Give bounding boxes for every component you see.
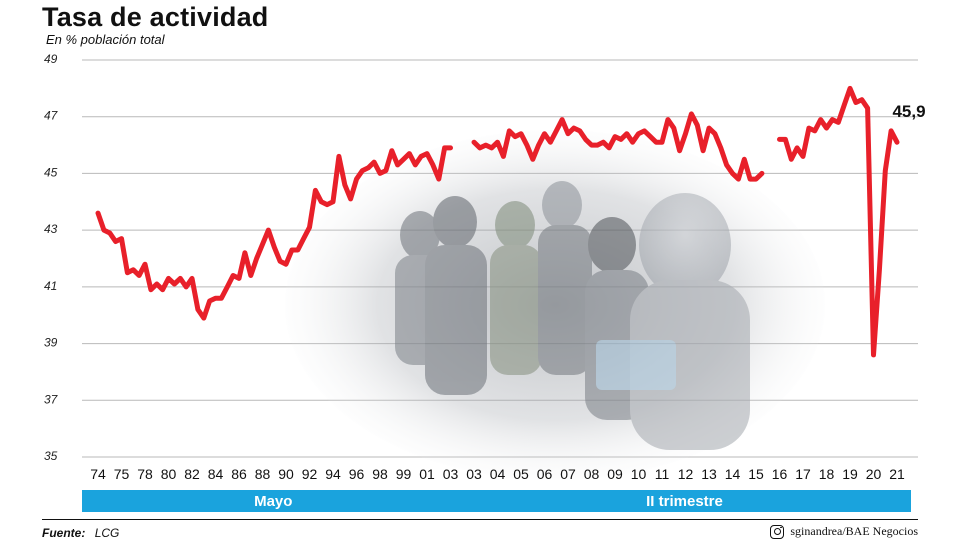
x-tick-label: 03 <box>443 466 459 482</box>
x-tick-label: 16 <box>772 466 788 482</box>
y-tick-label: 41 <box>44 279 57 293</box>
credit-note: sginandrea/BAE Negocios <box>770 524 918 539</box>
y-tick-label: 45 <box>44 165 58 179</box>
chart-subtitle: En % población total <box>46 32 165 47</box>
y-tick-label: 43 <box>44 222 58 236</box>
activity-rate-line <box>95 85 900 358</box>
chart-title: Tasa de actividad <box>42 2 269 32</box>
x-tick-label: 05 <box>513 466 529 482</box>
credit-text: sginandrea/BAE Negocios <box>790 524 918 538</box>
period-band <box>458 490 911 512</box>
x-tick-label: 86 <box>231 466 247 482</box>
x-tick-label: 96 <box>349 466 365 482</box>
x-tick-label: 74 <box>90 466 106 482</box>
x-tick-label: 03 <box>466 466 482 482</box>
y-tick-label: 47 <box>44 109 59 123</box>
y-tick-label: 35 <box>44 449 58 463</box>
x-tick-label: 84 <box>208 466 224 482</box>
series-line-segment <box>777 85 900 358</box>
x-tick-label: 99 <box>396 466 412 482</box>
x-tick-label: 94 <box>325 466 341 482</box>
x-tick-label: 21 <box>889 466 905 482</box>
x-tick-label: 18 <box>819 466 835 482</box>
x-tick-label: 12 <box>678 466 694 482</box>
x-tick-label: 11 <box>655 466 670 482</box>
x-tick-label: 82 <box>184 466 200 482</box>
x-tick-label: 17 <box>795 466 811 482</box>
period-bands: Mayo II trimestre <box>82 490 911 512</box>
x-tick-label: 20 <box>866 466 882 482</box>
y-tick-label: 37 <box>44 392 59 406</box>
series-line-segment <box>471 111 765 182</box>
x-tick-label: 80 <box>161 466 177 482</box>
x-tick-label: 90 <box>278 466 294 482</box>
end-value-label: 45,9 <box>892 102 925 121</box>
source-label: Fuente: <box>42 526 86 540</box>
x-tick-label: 75 <box>114 466 130 482</box>
x-tick-label: 98 <box>372 466 388 482</box>
source-value: LCG <box>94 526 120 540</box>
period-label: Mayo <box>254 493 292 510</box>
x-tick-label: 78 <box>137 466 153 482</box>
instagram-icon <box>770 524 785 539</box>
series-line-segment <box>95 145 453 321</box>
activity-rate-chart: 49 47 45 43 41 39 37 35 74 75 78 80 82 84 86 88 90 92 94 9… <box>44 52 926 512</box>
period-label: II trimestre <box>646 493 723 510</box>
x-tick-label: 01 <box>419 466 435 482</box>
x-tick-label: 08 <box>584 466 600 482</box>
x-tick-label: 88 <box>255 466 271 482</box>
x-tick-label: 14 <box>725 466 741 482</box>
x-axis: 74 75 78 80 82 84 86 88 90 92 94 96 98 99 01 03 03 04 05 06… <box>90 466 905 482</box>
footer-divider <box>42 519 918 520</box>
x-tick-label: 19 <box>842 466 858 482</box>
y-tick-label: 49 <box>44 52 58 66</box>
source-note: Fuente: LCG <box>42 526 119 540</box>
y-axis: 49 47 45 43 41 39 37 35 <box>44 52 59 463</box>
x-tick-label: 06 <box>537 466 553 482</box>
x-tick-label: 15 <box>748 466 764 482</box>
period-band <box>82 490 465 512</box>
x-tick-label: 92 <box>302 466 318 482</box>
x-tick-label: 10 <box>631 466 647 482</box>
y-tick-label: 39 <box>44 336 58 350</box>
x-tick-label: 13 <box>701 466 717 482</box>
x-tick-label: 09 <box>607 466 623 482</box>
x-tick-label: 07 <box>560 466 576 482</box>
x-tick-label: 04 <box>490 466 506 482</box>
crowd-photo <box>285 130 825 480</box>
